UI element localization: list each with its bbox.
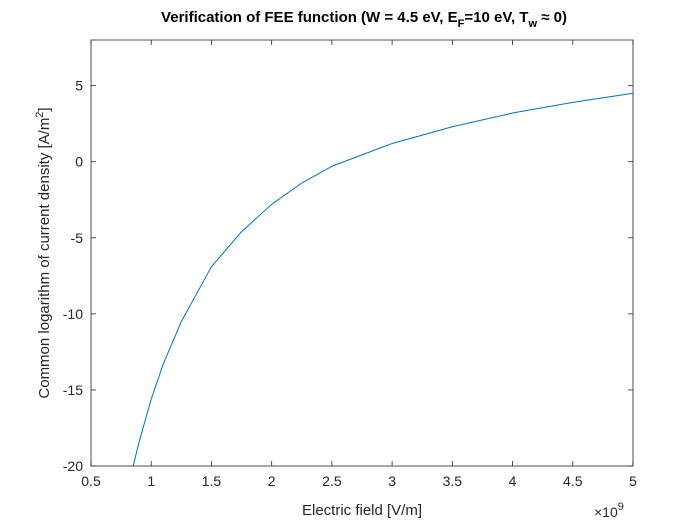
chart-title: Verification of FEE function (W = 4.5 eV… xyxy=(161,9,567,30)
x-tick-label: 2.5 xyxy=(322,473,342,489)
y-tick-label: -10 xyxy=(63,306,83,322)
x-tick-label: 2 xyxy=(268,473,276,489)
y-axis-label: Common logarithm of current density [A/m… xyxy=(34,107,53,398)
x-exponent-base: ×10 xyxy=(594,504,618,520)
y-tick-label: 0 xyxy=(75,154,83,170)
x-exponent-power: 9 xyxy=(618,501,624,513)
chart-title-prefix: Verification of FEE function (W = 4.5 eV… xyxy=(161,9,458,26)
x-tick-label: 1.5 xyxy=(202,473,222,489)
y-axis-label-main: Common logarithm of current density [A/m xyxy=(36,118,53,399)
y-axis-label-sup: 2 xyxy=(34,112,46,118)
series-layer xyxy=(132,92,634,467)
chart-title-middle: =10 eV, T xyxy=(464,9,528,26)
y-tick-label: -20 xyxy=(63,458,83,474)
x-exponent-label: ×109 xyxy=(594,501,624,520)
ticks-layer: 0.5 1 1.5 2 2.5 3 3.5 4 4.5 5 -20 -15 -10 -5 0 5 xyxy=(63,40,637,489)
x-tick-label: 4 xyxy=(509,473,517,489)
x-tick-label: 3.5 xyxy=(443,473,463,489)
x-tick-label: 5 xyxy=(629,473,637,489)
x-tick-label: 3 xyxy=(388,473,396,489)
plot-box xyxy=(90,39,634,467)
x-tick-label: 1 xyxy=(147,473,155,489)
x-tick-label: 4.5 xyxy=(563,473,583,489)
chart-title-suffix: ≈ 0) xyxy=(537,9,567,26)
x-axis-label: Electric field [V/m] xyxy=(302,502,422,519)
y-tick-label: -5 xyxy=(71,230,84,246)
y-tick-label: 5 xyxy=(75,78,83,94)
chart-title-sub2: w xyxy=(527,18,537,30)
y-axis-label-end: ] xyxy=(36,107,53,111)
series-line xyxy=(132,92,634,467)
y-tick-label: -15 xyxy=(63,382,83,398)
plot-area xyxy=(91,40,633,466)
x-tick-label: 0.5 xyxy=(81,473,101,489)
chart-title-sub1: F xyxy=(458,18,465,30)
